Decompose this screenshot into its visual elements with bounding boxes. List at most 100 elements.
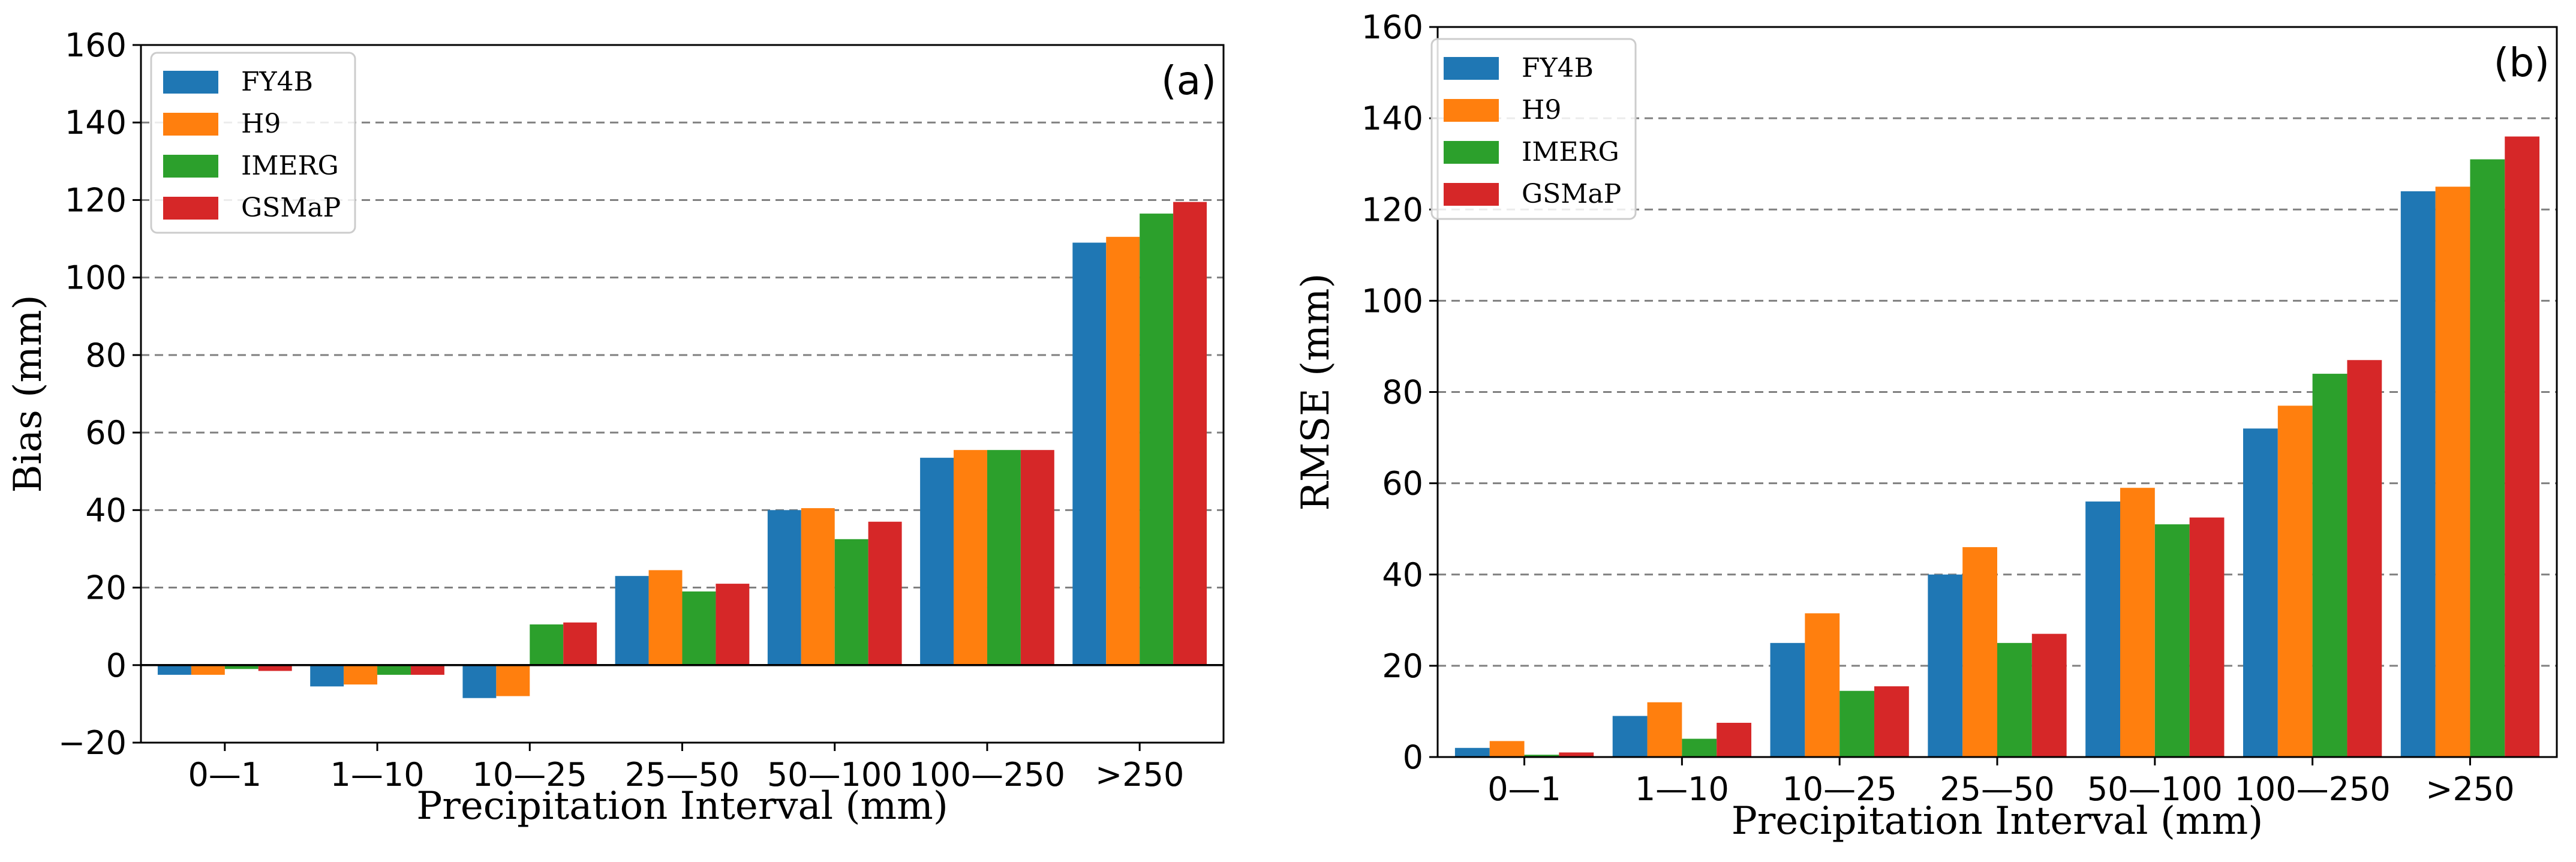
- bar-fy4b-4: [767, 510, 801, 665]
- y-axis-label: RMSE (mm): [1294, 274, 1338, 511]
- legend-box: [1430, 38, 1637, 220]
- bar-imerg-6: [1140, 214, 1174, 665]
- x-tick-label: 25—50: [1940, 770, 2054, 808]
- x-tick-label: 0—1: [1487, 770, 1561, 808]
- x-tick-label: 10—25: [1782, 770, 1896, 808]
- bar-fy4b-0: [157, 665, 191, 675]
- bar-h9-1: [1647, 702, 1682, 757]
- y-tick-label: 40: [1382, 556, 1423, 594]
- bar-gsmap-4: [868, 521, 902, 665]
- y-tick-label: 100: [1361, 282, 1423, 320]
- y-tick-label: 0: [106, 647, 127, 684]
- x-tick-label: 50—100: [767, 756, 903, 794]
- y-tick-label: 60: [85, 414, 127, 452]
- y-tick-label: 120: [1361, 191, 1423, 229]
- legend-label-imerg: IMERG: [241, 151, 339, 181]
- y-tick-label: 140: [65, 104, 127, 142]
- bar-h9-0: [1489, 741, 1525, 757]
- x-tick-label: 25—50: [625, 756, 740, 794]
- x-tick-label: 100—250: [909, 756, 1065, 794]
- y-tick-label: 0: [1403, 738, 1423, 776]
- bar-fy4b-2: [462, 665, 497, 698]
- x-tick-label: 10—25: [473, 756, 587, 794]
- bar-imerg-0: [1524, 755, 1559, 757]
- bar-h9-1: [344, 665, 378, 685]
- bar-h9-5: [954, 450, 987, 665]
- bar-gsmap-6: [1173, 202, 1207, 665]
- bar-fy4b-5: [920, 458, 954, 665]
- x-tick-label: >250: [1095, 756, 1184, 794]
- bar-h9-0: [191, 665, 225, 675]
- bar-fy4b-1: [1612, 716, 1648, 757]
- y-tick-label: 160: [1361, 8, 1423, 46]
- bar-fy4b-3: [1928, 574, 1963, 757]
- legend-box: [150, 52, 356, 234]
- x-axis-label: Precipitation Interval (mm): [1732, 799, 2264, 843]
- bar-fy4b-4: [2085, 501, 2120, 757]
- y-tick-label: 40: [85, 491, 127, 529]
- y-tick-label: 100: [65, 259, 127, 297]
- x-tick-label: 0—1: [188, 756, 261, 794]
- y-tick-label: 160: [65, 26, 127, 64]
- y-tick-label: 60: [1382, 465, 1423, 503]
- bar-imerg-3: [682, 591, 716, 665]
- panel-label: (a): [1161, 58, 1216, 104]
- y-tick-label: 20: [85, 569, 127, 607]
- x-tick-label: >250: [2425, 770, 2514, 808]
- bar-gsmap-2: [1874, 686, 1909, 757]
- y-tick-label: −20: [58, 724, 127, 762]
- bar-imerg-0: [224, 665, 258, 669]
- legend: FY4B H9 IMERG GSMaP: [150, 52, 356, 234]
- legend-swatch-imerg: [163, 155, 218, 178]
- bar-imerg-6: [2470, 159, 2505, 757]
- legend-swatch-h9: [163, 113, 218, 136]
- y-axis-label: Bias (mm): [6, 295, 50, 492]
- x-tick-label: 100—250: [2235, 770, 2391, 808]
- bar-gsmap-5: [1020, 450, 1054, 665]
- bar-fy4b-6: [1072, 242, 1107, 665]
- y-tick-label: 140: [1361, 100, 1423, 137]
- y-tick-label: 80: [1382, 374, 1423, 412]
- bar-h9-4: [801, 508, 835, 665]
- legend-swatch-fy4b: [163, 71, 218, 94]
- legend-label-gsmap: GSMaP: [1522, 179, 1621, 209]
- bar-fy4b-6: [2400, 191, 2436, 757]
- x-tick-label: 1—10: [1635, 770, 1729, 808]
- bar-imerg-4: [834, 539, 868, 665]
- bar-h9-6: [2435, 187, 2470, 757]
- plot-frame: [1436, 26, 2558, 758]
- y-tick-label: 80: [85, 337, 127, 374]
- plot-frame: [140, 44, 1225, 744]
- bar-h9-3: [648, 570, 683, 665]
- bar-fy4b-1: [310, 665, 344, 687]
- x-axis-label: Precipitation Interval (mm): [416, 784, 948, 828]
- bar-imerg-3: [1997, 642, 2032, 757]
- bar-h9-2: [496, 665, 530, 696]
- bar-h9-6: [1106, 236, 1140, 665]
- y-tick-label: 120: [65, 181, 127, 219]
- bar-h9-5: [2277, 406, 2313, 757]
- legend-label-h9: H9: [1522, 95, 1561, 125]
- bar-gsmap-6: [2505, 136, 2540, 757]
- bar-imerg-4: [2154, 524, 2190, 757]
- panel-label: (b): [2494, 40, 2550, 86]
- legend-swatch-gsmap: [1444, 183, 1499, 206]
- legend-swatch-h9: [1444, 99, 1499, 122]
- bar-imerg-2: [1839, 690, 1875, 757]
- legend-label-imerg: IMERG: [1522, 137, 1619, 167]
- x-tick-label: 50—100: [2087, 770, 2223, 808]
- bar-h9-4: [2120, 488, 2155, 757]
- panel-a-bias-chart: −20 0 20 40 60 80 100 120 140 160 0—1 1—10 10—25 25—5…: [6, 26, 1225, 828]
- bar-gsmap-3: [716, 584, 750, 665]
- bar-imerg-2: [530, 624, 564, 665]
- legend-label-gsmap: GSMaP: [241, 193, 341, 223]
- bar-fy4b-0: [1454, 747, 1490, 757]
- bar-gsmap-0: [1559, 752, 1594, 757]
- bar-fy4b-3: [615, 576, 649, 665]
- bar-fy4b-2: [1770, 642, 1805, 757]
- x-tick-label: 1—10: [330, 756, 425, 794]
- bar-imerg-5: [2312, 374, 2347, 757]
- bar-gsmap-4: [2189, 517, 2225, 757]
- bar-h9-2: [1805, 613, 1840, 757]
- legend-label-fy4b: FY4B: [1522, 53, 1594, 83]
